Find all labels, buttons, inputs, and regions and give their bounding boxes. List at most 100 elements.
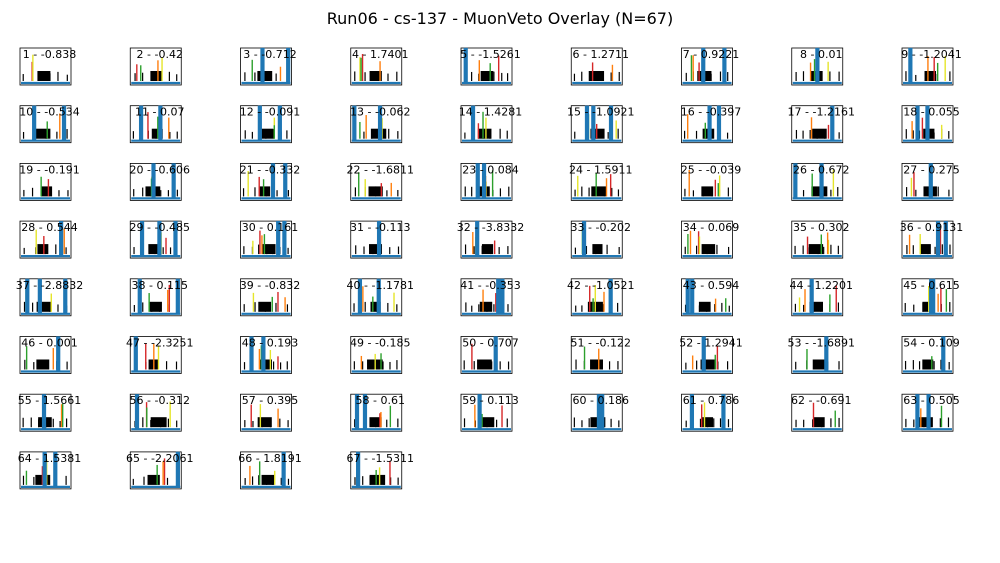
panel-frame <box>791 393 844 432</box>
event-block <box>477 359 492 370</box>
panel-65: 65 - -2.2061 <box>126 451 193 490</box>
blue-trace <box>351 394 401 431</box>
event-block <box>813 417 825 428</box>
blue-trace <box>682 47 732 85</box>
panel-label: 48 - 0.193 <box>242 337 298 350</box>
blue-trace <box>131 163 181 200</box>
panel-53: 53 - -1.6891 <box>788 336 855 374</box>
panel-label: 34 - 0.069 <box>683 221 739 234</box>
blue-trace <box>21 451 70 488</box>
panel-frame <box>19 336 72 374</box>
panel-label: 8 - 0.01 <box>800 48 842 61</box>
panel-label: 43 - 0.594 <box>683 279 739 292</box>
blue-trace <box>351 278 401 315</box>
panel-31: 31 - -0.113 <box>350 220 410 259</box>
panel-label: 64 - 1.5381 <box>18 452 81 465</box>
panel-label: 49 - -0.185 <box>350 337 410 350</box>
panel-label: 57 - 0.395 <box>242 394 298 407</box>
blue-trace <box>792 163 842 200</box>
panel-42: 42 - -1.0521 <box>567 278 634 317</box>
panel-label: 24 - 1.5911 <box>569 163 632 176</box>
event-block <box>480 71 494 81</box>
event-block <box>261 474 275 485</box>
panel-59: 59 - 0.113 <box>460 393 519 432</box>
event-block <box>369 474 386 485</box>
event-block <box>259 186 271 197</box>
panel-label: 37 - -2.8832 <box>16 279 83 292</box>
event-block <box>479 301 493 312</box>
blue-trace <box>241 451 291 488</box>
blue-trace <box>131 394 181 431</box>
event-block <box>701 244 716 255</box>
panel-30: 30 - 0.161 <box>240 220 298 259</box>
blue-trace <box>903 105 952 142</box>
panel-label: 14 - 1.4281 <box>459 106 522 119</box>
blue-trace <box>903 47 952 85</box>
panel-label: 35 - 0.302 <box>793 221 849 234</box>
blue-trace <box>462 163 511 200</box>
event-block <box>35 128 51 139</box>
panel-62: 62 - -0.691 <box>791 393 851 432</box>
panel-21: 21 - -0.332 <box>240 162 300 201</box>
panel-label: 3 - -0.712 <box>243 48 296 61</box>
panel-label: 40 - -1.1781 <box>347 279 414 292</box>
event-block <box>150 417 167 428</box>
panel-label: 56 - -0.312 <box>130 394 190 407</box>
blue-trace <box>351 451 401 488</box>
panel-label: 29 - -0.485 <box>130 221 190 234</box>
event-block <box>919 244 931 255</box>
event-block <box>588 71 605 81</box>
event-block <box>368 186 383 197</box>
panel-66: 66 - 1.8191 <box>238 451 302 490</box>
blue-trace <box>792 105 842 142</box>
panel-29: 29 - -0.485 <box>130 220 190 259</box>
panel-label: 15 - -1.0921 <box>567 106 634 119</box>
panel-label: 63 - 0.505 <box>903 394 959 407</box>
panel-label: 66 - 1.8191 <box>238 452 301 465</box>
panel-55: 55 - 1.5661 <box>18 393 81 432</box>
event-block <box>37 244 49 255</box>
blue-trace <box>792 278 842 315</box>
panel-label: 67 - -1.5311 <box>347 452 414 465</box>
panel-54: 54 - 0.109 <box>901 336 960 374</box>
panel-64: 64 - 1.5381 <box>18 451 81 490</box>
panel-label: 32 - -3.8332 <box>457 221 524 234</box>
blue-trace <box>682 278 732 315</box>
blue-trace <box>241 163 291 200</box>
panel-label: 5 - -1.5261 <box>460 48 520 61</box>
panel-label: 28 - 0.544 <box>21 221 77 234</box>
panel-43: 43 - 0.594 <box>681 278 739 317</box>
blue-trace <box>462 394 511 431</box>
blue-trace <box>903 163 952 200</box>
event-block <box>812 128 827 139</box>
panel-label: 53 - -1.6891 <box>788 337 855 350</box>
panel-26: 26 - 0.672 <box>791 162 849 201</box>
blue-trace <box>462 221 511 258</box>
panel-label: 60 - 0.186 <box>573 394 629 407</box>
panel-7: 7 - 0.9221 <box>681 47 739 86</box>
panel-36: 36 - 0.9131 <box>900 220 963 259</box>
panel-34: 34 - 0.069 <box>681 220 739 259</box>
panel-10: 10 - -0.534 <box>19 105 80 144</box>
event-block <box>590 359 603 370</box>
panel-63: 63 - 0.505 <box>901 393 960 432</box>
event-block <box>592 244 603 255</box>
event-block <box>481 244 494 255</box>
panel-label: 12 - -0.091 <box>240 106 300 119</box>
panel-label: 26 - 0.672 <box>793 163 849 176</box>
panel-35: 35 - 0.302 <box>791 220 849 259</box>
panel-label: 21 - -0.332 <box>240 163 300 176</box>
blue-trace <box>21 336 70 373</box>
event-block <box>369 417 382 428</box>
blue-trace <box>21 394 70 431</box>
panel-39: 39 - -0.832 <box>240 278 300 317</box>
event-block <box>151 128 163 139</box>
event-block <box>701 186 714 197</box>
panel-28: 28 - 0.544 <box>19 220 78 259</box>
event-block <box>259 128 274 139</box>
blue-trace <box>351 221 401 258</box>
event-block <box>809 301 824 312</box>
event-block <box>590 128 605 139</box>
blue-trace <box>241 221 291 258</box>
